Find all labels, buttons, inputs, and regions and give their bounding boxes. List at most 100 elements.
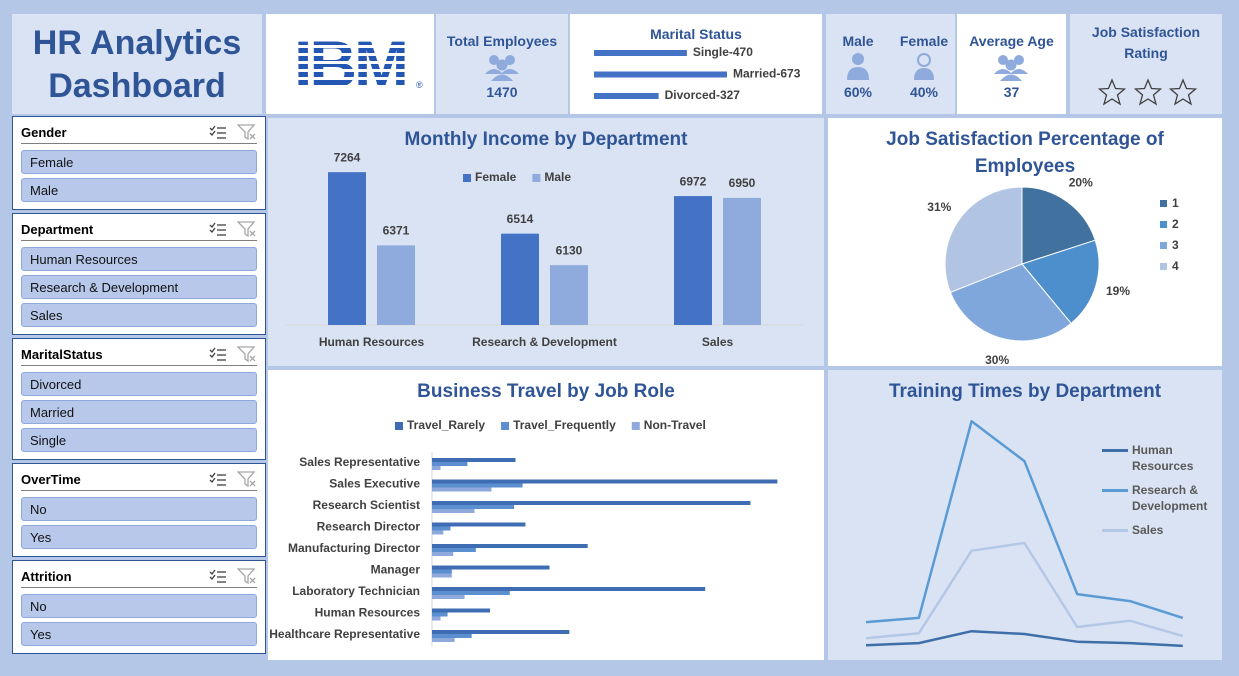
multi-select-icon[interactable]: [209, 347, 227, 361]
x-tick-label: Sales: [702, 335, 734, 349]
bar: [550, 265, 588, 325]
data-label: 20%: [1069, 175, 1093, 189]
clear-filter-icon[interactable]: [237, 568, 257, 584]
legend-label: 3: [1172, 238, 1179, 252]
bar: [432, 479, 778, 484]
training-panel: Training Times by Department Human Resou…: [828, 370, 1222, 660]
slicer-item[interactable]: No: [21, 497, 257, 521]
legend-swatch: [1160, 242, 1167, 249]
y-tick-label: Manufacturing Director: [288, 541, 420, 555]
y-tick-label: Human Resources: [315, 606, 421, 620]
slicer-header: MaritalStatus: [21, 343, 257, 366]
clear-filter-icon[interactable]: [237, 221, 257, 237]
bar: [432, 509, 475, 513]
pie-chart: 20% 1 19% 2 30% 3 31% 4: [927, 175, 1179, 366]
slicer-item[interactable]: Human Resources: [21, 247, 257, 271]
slicer-item[interactable]: Female: [21, 150, 257, 174]
bar: [432, 573, 452, 578]
multi-select-icon[interactable]: [209, 569, 227, 583]
pie-panel: 20% 1 19% 2 30% 3 31% 4 Job Satisfaction Percen…: [828, 118, 1222, 366]
slicer-header: Department: [21, 218, 257, 241]
legend-label: Sales: [1132, 523, 1164, 537]
chart-title: Monthly Income by Department: [404, 129, 688, 150]
line: [865, 629, 1183, 648]
slicer-item[interactable]: Yes: [21, 622, 257, 646]
slicer-item[interactable]: Yes: [21, 525, 257, 549]
bar: [432, 608, 491, 613]
slicer-header: OverTime: [21, 468, 257, 491]
pie-slice: [949, 263, 1072, 342]
pie-slice: [1021, 186, 1096, 265]
male-icon: [847, 53, 869, 80]
kpi-value: 60%: [843, 84, 873, 100]
slicer-title: MaritalStatus: [21, 346, 103, 362]
kpi-average-age: Average Age 37: [957, 14, 1066, 114]
value-label: 6972: [680, 174, 707, 188]
bar: [432, 505, 515, 509]
legend-label: Travel_Frequently: [513, 418, 616, 432]
bar: [432, 544, 588, 548]
bar: [674, 196, 712, 325]
slicer-item[interactable]: Male: [21, 178, 257, 202]
multi-select-icon[interactable]: [209, 472, 227, 486]
legend-line: [1102, 449, 1128, 452]
bar: [432, 616, 441, 621]
slicer-item[interactable]: Research & Development: [21, 275, 257, 299]
slicer-header: Attrition: [21, 565, 257, 588]
pie-slice: [1021, 239, 1100, 325]
pie-slice: [944, 186, 1023, 293]
bar: [432, 501, 751, 505]
slicer-item[interactable]: Single: [21, 428, 257, 452]
kpi-value: 37: [1003, 84, 1020, 100]
legend-label: 1: [1172, 196, 1179, 210]
clear-filter-icon[interactable]: [237, 124, 257, 140]
income-panel: Female Male Human Resources 7264 6371 Researc…: [268, 118, 824, 366]
bar: [432, 458, 516, 462]
value-label: Divorced-327: [665, 88, 741, 102]
bar: [432, 612, 448, 617]
slicer-item[interactable]: Divorced: [21, 372, 257, 396]
slicer-column: Gender Female Male Department Human Resource…: [12, 116, 266, 654]
slicer-item[interactable]: Married: [21, 400, 257, 424]
bar: [377, 245, 415, 325]
value-label: 6371: [383, 224, 410, 238]
clear-filter-icon[interactable]: [237, 471, 257, 487]
value-label: Single-470: [693, 45, 753, 59]
y-tick-label: Sales Representative: [299, 455, 420, 469]
slicer-title: Attrition: [21, 568, 72, 584]
slicer: Attrition No Yes: [12, 560, 266, 654]
legend-swatch: [1160, 200, 1167, 207]
slicer-item[interactable]: Sales: [21, 303, 257, 327]
rating-stars: [1097, 78, 1198, 106]
bar: [432, 595, 465, 599]
bar: [723, 197, 761, 325]
bar: [432, 526, 451, 531]
legend-label: 2: [1172, 217, 1179, 231]
bar: [432, 548, 476, 552]
clear-filter-icon[interactable]: [237, 346, 257, 362]
y-tick-label: Manager: [371, 563, 421, 577]
bar: [432, 569, 452, 574]
kpi-label: Male: [842, 33, 874, 49]
x-tick-label: Human Resources: [319, 335, 425, 349]
bar: [432, 587, 706, 591]
kpi-label: Average Age: [969, 33, 1054, 49]
multi-select-icon[interactable]: [209, 125, 227, 139]
female-icon: [914, 53, 934, 80]
logo-mark: ®: [416, 80, 423, 90]
chart-title: Business Travel by Job Role: [417, 381, 675, 402]
travel-panel: Travel_Rarely Travel_Frequently Non-Travel…: [268, 370, 824, 660]
value-label: 6130: [556, 243, 583, 257]
value-label: 6514: [507, 212, 534, 226]
kpi-job-satisfaction: Job Satisfaction Rating: [1070, 14, 1222, 114]
slicer-title: Department: [21, 221, 94, 237]
bar: [594, 71, 727, 78]
people-icon: [485, 55, 519, 81]
bar: [432, 530, 444, 535]
slicer-item[interactable]: No: [21, 594, 257, 618]
travel-chart: Travel_Rarely Travel_Frequently Non-Travel…: [269, 418, 778, 647]
logo: IBM: [266, 31, 434, 97]
bar: [432, 565, 550, 570]
y-tick-label: Laboratory Technician: [292, 584, 420, 598]
multi-select-icon[interactable]: [209, 222, 227, 236]
